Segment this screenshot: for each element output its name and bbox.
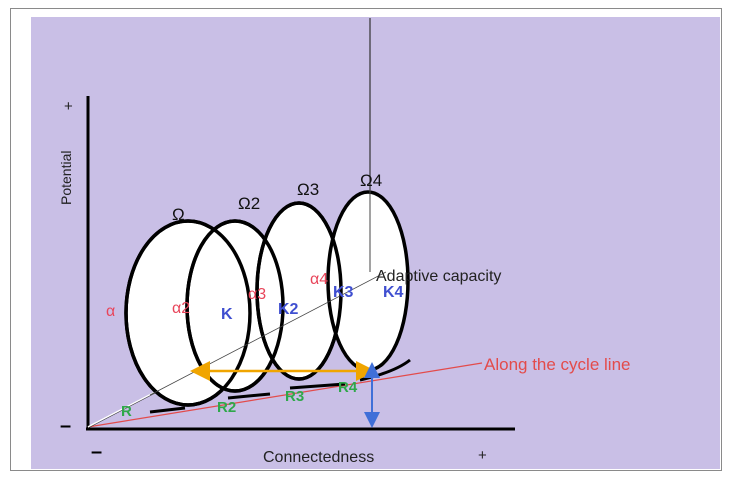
alpha-label-2: α2 <box>172 300 190 317</box>
k-label-3: K3 <box>333 284 354 301</box>
y-axis-label: Potential <box>58 151 74 205</box>
k-label-4: K4 <box>383 284 404 301</box>
r-label-1: R <box>121 403 132 420</box>
alpha-label-3: α3 <box>248 286 266 303</box>
r-label-4: R4 <box>338 379 358 396</box>
x-axis-label: Connectedness <box>263 449 374 466</box>
omega-label-3: Ω3 <box>297 180 319 199</box>
omega-label-4: Ω4 <box>360 171 382 190</box>
adaptive-capacity-label: Adaptive capacity <box>376 268 501 285</box>
alpha-label-1: α <box>106 303 115 320</box>
loop-1-outline <box>124 219 252 407</box>
y-axis-plus: + <box>64 98 73 115</box>
alpha-label-4: α4 <box>310 271 328 288</box>
loop-tail <box>149 358 411 414</box>
loop-2-outline <box>185 219 285 393</box>
x-axis-plus: + <box>478 447 487 464</box>
r-label-3: R3 <box>285 388 304 405</box>
cycle-line-label: Along the cycle line <box>484 355 630 374</box>
adaptive-capacity-line-over <box>149 271 387 396</box>
r-label-2: R2 <box>217 399 236 416</box>
k-label-2: K2 <box>278 301 299 318</box>
k-label-1: K <box>221 306 233 323</box>
cycle-line <box>87 362 483 428</box>
origin-minus-x: – <box>91 441 102 463</box>
omega-label-2: Ω2 <box>238 194 260 213</box>
origin-minus-y: – <box>60 415 71 437</box>
omega-label-1: Ω <box>172 205 185 224</box>
